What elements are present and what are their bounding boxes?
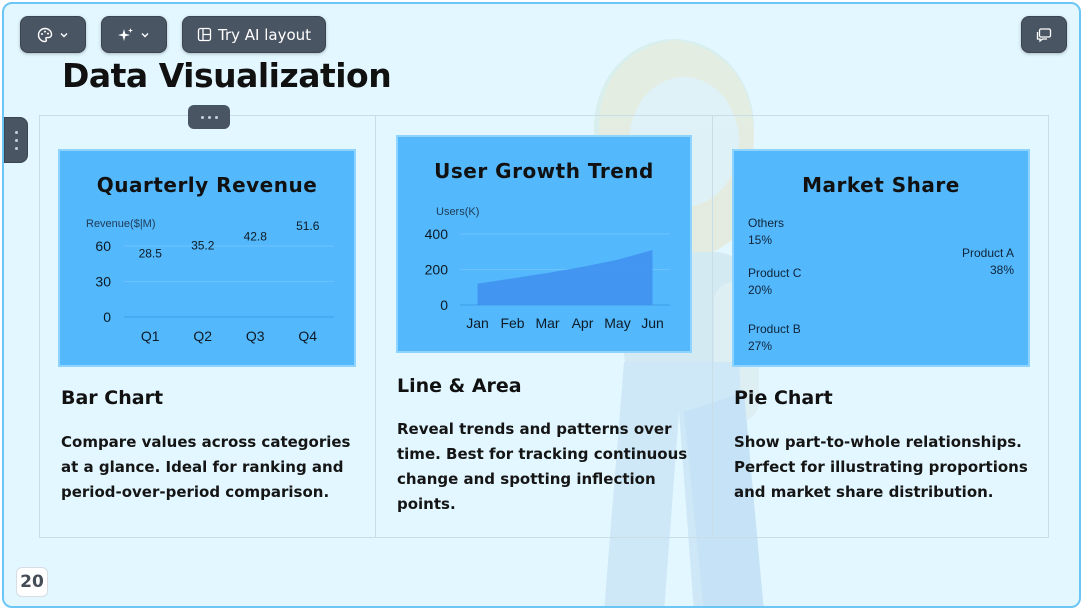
x-tick-label: Jun (641, 315, 664, 331)
card-description[interactable]: Show part-to-whole relationships. Perfec… (734, 433, 1028, 501)
slice-label: Others (748, 216, 784, 230)
content-block-frame[interactable] (39, 115, 1049, 538)
try-ai-layout-label: Try AI layout (217, 25, 312, 44)
sparkle-icon (118, 27, 133, 41)
y-tick-label: 60 (95, 238, 111, 254)
grip-dot (200, 115, 204, 119)
x-tick-label: May (604, 315, 630, 331)
comment-icon (1036, 27, 1052, 42)
card-description[interactable]: Compare values across categories at a gl… (61, 433, 351, 501)
pie-chart: Market Share Product A 38% Product B 27% Pro… (748, 173, 1014, 353)
y-tick-label: 200 (425, 262, 449, 278)
slice-percent: 15% (748, 233, 772, 247)
data-label: 28.5 (139, 246, 163, 260)
y-tick-label: 30 (95, 274, 111, 290)
chart-title: Market Share (802, 173, 960, 197)
try-ai-layout-button[interactable]: Try AI layout (182, 16, 326, 53)
x-tick-label: Apr (572, 315, 594, 331)
slice-label: Product A (962, 246, 1014, 260)
y-axis-label: Users(K) (436, 206, 479, 218)
data-label: 35.2 (191, 238, 215, 252)
comment-button[interactable] (1021, 16, 1067, 53)
x-tick-label: Q2 (193, 328, 212, 344)
chart-title: User Growth Trend (434, 159, 654, 183)
x-tick-label: Feb (500, 315, 524, 331)
area-chart-card[interactable]: User Growth Trend Users(K) 0 200 400 Jan Fe… (396, 135, 692, 353)
chevron-down-icon (141, 32, 149, 37)
chart-title: Quarterly Revenue (97, 173, 318, 197)
y-tick-label: 400 (425, 226, 449, 242)
grip-dot (214, 115, 218, 119)
slice-label: Product B (748, 322, 801, 336)
x-tick-label: Mar (535, 315, 559, 331)
x-tick-label: Q3 (246, 328, 265, 344)
data-label: 42.8 (244, 229, 268, 243)
slice-percent: 38% (990, 263, 1014, 277)
page-number: 20 (16, 567, 48, 597)
area-chart: User Growth Trend Users(K) 0 200 400 Jan Fe… (425, 159, 670, 331)
bar-chart: Quarterly Revenue Revenue($|M) 0 30 60 28.… (86, 173, 334, 344)
x-tick-label: Jan (466, 315, 489, 331)
data-label: 51.6 (296, 219, 320, 233)
grip-dot (14, 146, 18, 150)
layout-icon (197, 27, 212, 42)
card-heading[interactable]: Pie Chart (734, 387, 833, 409)
magic-dropdown-button[interactable] (101, 16, 167, 53)
y-tick-label: 0 (103, 309, 111, 325)
side-panel-handle[interactable] (4, 117, 28, 163)
palette-icon (37, 27, 53, 42)
y-axis-label: Revenue($|M) (86, 218, 156, 230)
chevron-down-icon (60, 32, 68, 37)
column-divider (712, 115, 713, 538)
x-tick-label: Q4 (298, 328, 317, 344)
x-tick-label: Q1 (141, 328, 160, 344)
grip-dot (14, 138, 18, 142)
grip-dot (207, 115, 211, 119)
slice-label: Product C (748, 266, 802, 280)
drag-handle[interactable] (188, 105, 230, 129)
page-title[interactable]: Data Visualization (62, 56, 392, 95)
area-series (477, 249, 653, 305)
card-heading[interactable]: Line & Area (397, 375, 522, 397)
column-divider (375, 115, 376, 538)
card-heading[interactable]: Bar Chart (61, 387, 164, 409)
theme-dropdown-button[interactable] (20, 16, 86, 53)
bar-chart-card[interactable]: Quarterly Revenue Revenue($|M) 0 30 60 28.… (58, 149, 356, 367)
y-tick-label: 0 (440, 297, 448, 313)
card-description[interactable]: Reveal trends and patterns over time. Be… (397, 420, 688, 513)
grip-dot (14, 130, 18, 134)
pie-chart-card[interactable]: Market Share Product A 38% Product B 27% Pro… (732, 149, 1030, 367)
slice-percent: 27% (748, 339, 772, 353)
slice-percent: 20% (748, 283, 772, 297)
